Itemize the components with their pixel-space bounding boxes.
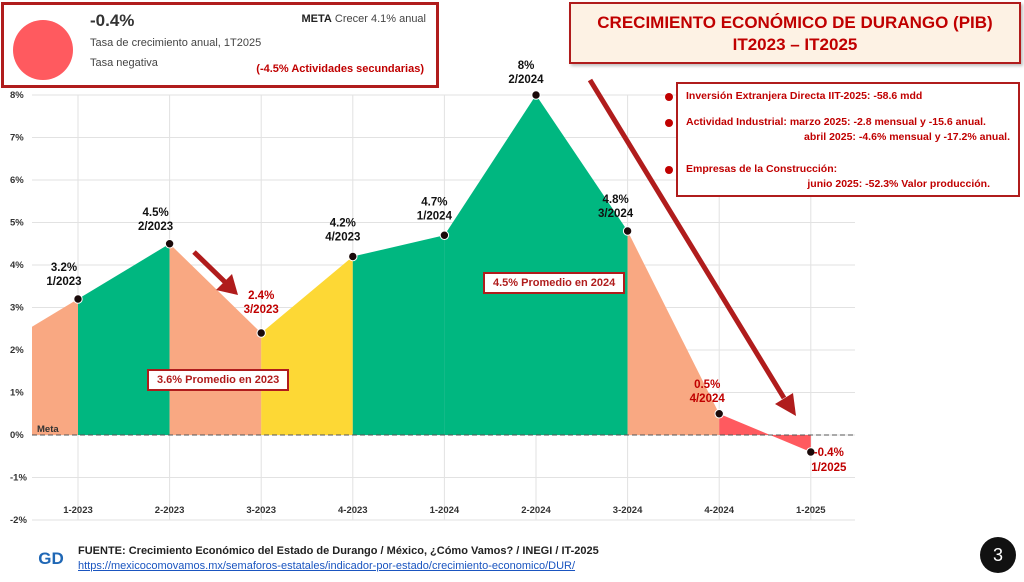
indicator-description: Tasa de crecimiento anual, 1T2025	[90, 37, 262, 49]
y-tick-label: 1%	[10, 388, 24, 399]
point-value-label: 3.2%	[51, 262, 77, 274]
point-value-label: 4.7%	[421, 196, 447, 208]
data-point	[256, 328, 266, 338]
info-item-2-line-2: abril 2025: -4.6% mensual y -17.2% anual…	[803, 131, 1010, 143]
x-tick-label: 3-2024	[613, 505, 643, 516]
info-item-3-line-2: junio 2025: -52.3% Valor producción.	[807, 178, 990, 190]
point-period-label: 3/2023	[244, 304, 279, 316]
point-period-label: 1/2025	[811, 462, 847, 474]
area-segment	[352, 235, 445, 435]
info-bullet-1	[665, 93, 673, 101]
info-box: Inversión Extranjera Directa IIT-2025: -…	[665, 82, 1020, 197]
x-tick-label: 4-2023	[338, 505, 368, 516]
info-item-3-line-1: Empresas de la Construcción:	[686, 163, 838, 175]
point-period-label: 2/2024	[508, 74, 544, 86]
title-box: CRECIMIENTO ECONÓMICO DE DURANGO (PIB) I…	[569, 2, 1021, 64]
x-tick-label: 1-2024	[430, 505, 460, 516]
meta-label: META	[301, 13, 332, 25]
area-segment	[719, 413, 811, 452]
x-tick-label: 2-2024	[521, 505, 551, 516]
point-value-label: 2.4%	[248, 290, 274, 302]
y-tick-label: -2%	[10, 515, 27, 526]
large-down-arrowhead	[775, 393, 796, 416]
y-tick-label: -1%	[10, 473, 27, 484]
info-item-2-line-1: Actividad Industrial: marzo 2025: -2.8 m…	[686, 116, 986, 128]
trend-arrows	[192, 78, 796, 416]
info-item-1-line-1: Inversión Extranjera Directa IIT-2025: -…	[686, 90, 923, 102]
point-period-label: 1/2023	[46, 276, 81, 288]
gd-logo-icon: GD	[38, 549, 64, 568]
small-down-arrow	[192, 250, 227, 284]
point-value-label: 0.5%	[694, 379, 720, 391]
meta-line-label: Meta	[37, 424, 59, 435]
y-tick-label: 0%	[10, 430, 24, 441]
y-tick-label: 3%	[10, 303, 24, 314]
y-tick-label: 5%	[10, 218, 24, 229]
data-point	[714, 409, 724, 419]
data-point	[164, 239, 175, 249]
y-tick-label: 8%	[10, 90, 24, 101]
chart-axes: -2% -1% 0% 1% 2% 3% 4% 5% 6% 7% 8% 1-2023 2-2023 3-20…	[10, 90, 826, 526]
area-segment	[444, 95, 536, 435]
data-point	[439, 230, 450, 240]
data-point	[73, 294, 83, 304]
point-period-label: 2/2023	[138, 221, 173, 233]
area-segment	[536, 95, 628, 435]
point-period-label: 4/2023	[325, 232, 360, 244]
data-point	[531, 90, 541, 100]
x-tick-label: 3-2023	[246, 505, 276, 516]
indicator-card: -0.4% Tasa de crecimiento anual, 1T2025 …	[1, 2, 439, 88]
data-point	[622, 226, 633, 236]
point-value-label: 8%	[518, 60, 535, 72]
source-link[interactable]: https://mexicocomovamos.mx/semaforos-est…	[78, 560, 576, 572]
point-period-label: 4/2024	[690, 393, 726, 405]
y-tick-label: 7%	[10, 133, 24, 144]
negative-status-dot	[13, 20, 73, 80]
logo-text: GD	[38, 549, 64, 568]
large-down-arrow	[587, 78, 787, 400]
indicator-meta: META Crecer 4.1% anual	[301, 13, 426, 25]
data-point	[348, 251, 358, 262]
indicator-status: Tasa negativa	[90, 57, 158, 69]
point-period-label: 3/2024	[598, 208, 634, 220]
point-value-label: 4.8%	[602, 194, 628, 206]
point-value-label: -0.4%	[814, 447, 844, 459]
page-subtitle: IT2023 – IT2025	[732, 35, 858, 54]
average-2023-label: 3.6% Promedio en 2023	[147, 369, 290, 391]
area-segment	[78, 243, 170, 435]
area-segment	[627, 231, 720, 435]
point-value-label: 4.2%	[330, 218, 356, 230]
x-tick-label: 1-2025	[796, 505, 826, 516]
y-tick-label: 4%	[10, 260, 24, 271]
x-tick-label: 4-2024	[704, 505, 734, 516]
area-segment	[261, 256, 353, 435]
y-tick-label: 6%	[10, 175, 24, 186]
x-tick-label: 2-2023	[155, 505, 185, 516]
info-bullet-3	[665, 166, 673, 174]
point-value-label: 4.5%	[142, 207, 168, 219]
indicator-value: -0.4%	[90, 11, 135, 30]
point-period-label: 1/2024	[417, 210, 453, 222]
average-2024-label: 4.5% Promedio en 2024	[483, 272, 626, 294]
y-tick-label: 2%	[10, 345, 24, 356]
meta-text: Crecer 4.1% anual	[334, 13, 426, 25]
info-bullet-2	[665, 119, 673, 127]
indicator-note: (-4.5% Actividades secundarias)	[256, 63, 424, 75]
area-segment	[32, 299, 78, 435]
small-down-arrowhead	[216, 274, 238, 295]
page-title: CRECIMIENTO ECONÓMICO DE DURANGO (PIB)	[597, 13, 993, 32]
chart-points: 3.2% 1/2023 4.5% 2/2023 2.4% 3/2023 4.2% 4/2023…	[46, 60, 847, 474]
data-point	[806, 447, 816, 457]
x-tick-label: 1-2023	[63, 505, 93, 516]
page-number: 3	[980, 537, 1016, 573]
footer-source: FUENTE: Crecimiento Económico del Estado…	[78, 545, 599, 557]
